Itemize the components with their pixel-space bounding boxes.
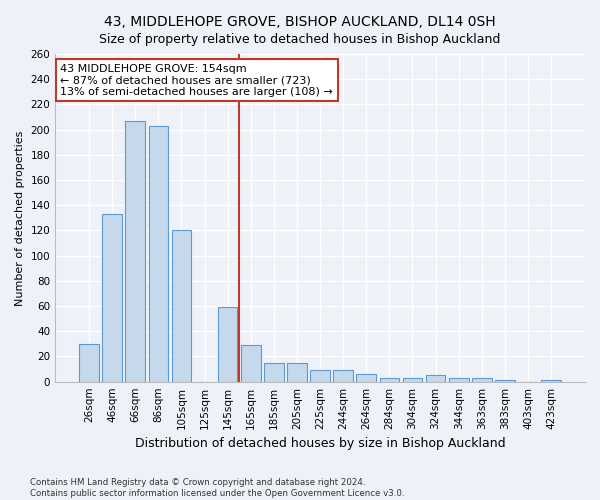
Bar	[264, 363, 284, 382]
Text: Size of property relative to detached houses in Bishop Auckland: Size of property relative to detached ho…	[100, 32, 500, 46]
Text: 43 MIDDLEHOPE GROVE: 154sqm
← 87% of detached houses are smaller (723)
13% of se: 43 MIDDLEHOPE GROVE: 154sqm ← 87% of det…	[61, 64, 333, 97]
Bar	[218, 308, 238, 382]
X-axis label: Distribution of detached houses by size in Bishop Auckland: Distribution of detached houses by size …	[135, 437, 505, 450]
Bar	[103, 214, 122, 382]
Bar	[172, 230, 191, 382]
Bar	[310, 370, 330, 382]
Bar	[541, 380, 561, 382]
Bar	[472, 378, 491, 382]
Bar	[403, 378, 422, 382]
Bar	[356, 374, 376, 382]
Text: 43, MIDDLEHOPE GROVE, BISHOP AUCKLAND, DL14 0SH: 43, MIDDLEHOPE GROVE, BISHOP AUCKLAND, D…	[104, 15, 496, 29]
Bar	[149, 126, 168, 382]
Bar	[334, 370, 353, 382]
Bar	[125, 121, 145, 382]
Text: Contains HM Land Registry data © Crown copyright and database right 2024.
Contai: Contains HM Land Registry data © Crown c…	[30, 478, 404, 498]
Bar	[380, 378, 399, 382]
Bar	[241, 345, 260, 382]
Bar	[426, 376, 445, 382]
Bar	[449, 378, 469, 382]
Y-axis label: Number of detached properties: Number of detached properties	[15, 130, 25, 306]
Bar	[79, 344, 99, 382]
Bar	[287, 363, 307, 382]
Bar	[495, 380, 515, 382]
